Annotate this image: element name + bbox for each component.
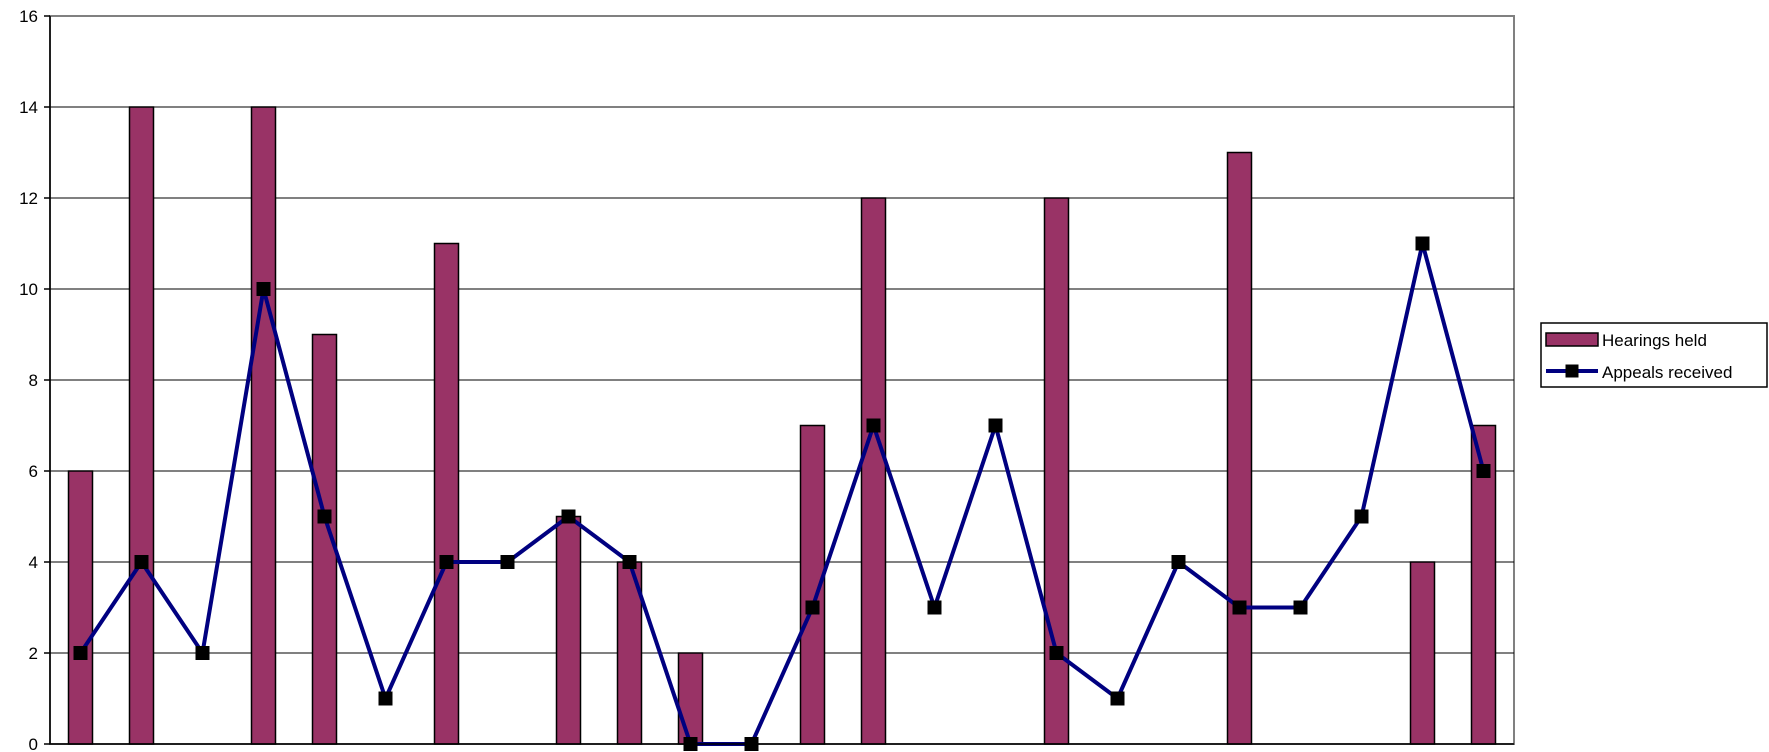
marker-appeals-received xyxy=(439,555,454,569)
plot-area: 0 2 4 6 8 10 12 14 16 xyxy=(19,7,1515,752)
marker-appeals-received xyxy=(134,555,149,569)
marker-appeals-received xyxy=(866,418,881,433)
bar-hearings-held xyxy=(67,470,94,745)
marker-appeals-received xyxy=(256,282,271,296)
marker-appeals-received xyxy=(73,646,88,660)
y-tick-label: 4 xyxy=(29,553,38,572)
bar-hearings-held xyxy=(555,515,582,745)
bar-hearings-held xyxy=(128,106,155,745)
marker-appeals-received xyxy=(927,600,942,615)
marker-appeals-received xyxy=(1110,691,1125,706)
marker-appeals-received xyxy=(1476,464,1491,478)
marker-appeals-received xyxy=(988,418,1003,433)
appeals-received-line xyxy=(78,241,1486,746)
bar-hearings-held xyxy=(433,242,460,745)
marker-appeals-received xyxy=(317,509,332,524)
marker-appeals-received xyxy=(1354,509,1369,524)
y-tick-label: 14 xyxy=(19,98,38,117)
marker-appeals-received xyxy=(1232,600,1247,615)
marker-appeals-received xyxy=(561,509,576,524)
marker-appeals-received xyxy=(195,646,210,660)
y-tick-label: 6 xyxy=(29,462,38,481)
bar-hearings-held xyxy=(1470,424,1497,745)
y-tick-label: 0 xyxy=(29,735,38,752)
gridlines xyxy=(50,106,1514,654)
bar-hearings-held xyxy=(250,106,277,745)
marker-appeals-received xyxy=(1415,236,1430,251)
bar-hearings-held xyxy=(1226,151,1253,745)
marker-appeals-received xyxy=(1171,555,1186,569)
bar-hearings-held xyxy=(860,197,887,745)
legend: Hearings held Appeals received xyxy=(1540,322,1768,388)
marker-appeals-received xyxy=(378,691,393,706)
marker-appeals-received xyxy=(1049,646,1064,660)
y-axis-ticks: 0 2 4 6 8 10 12 14 16 xyxy=(19,7,50,752)
y-tick-label: 16 xyxy=(19,7,38,26)
legend-bar-swatch xyxy=(1545,332,1599,347)
bar-series-hearings-held xyxy=(67,106,1497,745)
marker-appeals-received xyxy=(1293,600,1308,615)
legend-label-hearings-held: Hearings held xyxy=(1602,331,1707,350)
legend-label-appeals-received: Appeals received xyxy=(1602,363,1732,382)
bar-hearings-held xyxy=(1043,197,1070,745)
marker-appeals-received xyxy=(500,555,515,569)
marker-appeals-received xyxy=(622,555,637,569)
y-tick-label: 10 xyxy=(19,280,38,299)
y-tick-label: 12 xyxy=(19,189,38,208)
line-series-appeals-received xyxy=(78,241,1486,746)
y-tick-label: 8 xyxy=(29,371,38,390)
marker-appeals-received xyxy=(805,600,820,615)
y-tick-label: 2 xyxy=(29,644,38,663)
bar-hearings-held xyxy=(1409,561,1436,745)
bar-hearings-held xyxy=(677,652,704,745)
legend-line-marker xyxy=(1565,364,1579,378)
line-markers xyxy=(73,236,1491,751)
